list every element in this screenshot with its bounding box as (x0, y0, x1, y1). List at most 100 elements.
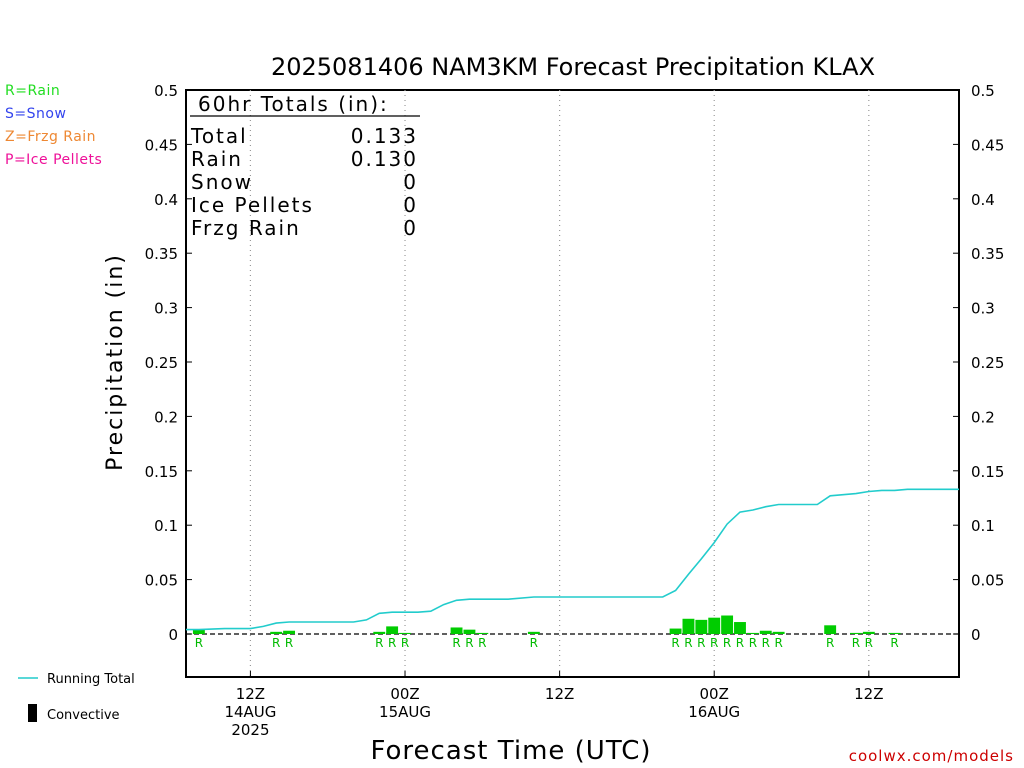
plot-frame (185, 89, 960, 678)
precip-type-label: R (530, 636, 538, 650)
precip-bar (708, 617, 721, 634)
precip-type-label: R (401, 636, 409, 650)
precip-bar (192, 629, 205, 634)
vertical-grid (249, 90, 870, 677)
precip-bar (463, 629, 476, 634)
totals-row-label: Snow (191, 170, 253, 194)
totals-row-label: Frzg Rain (191, 216, 301, 240)
precip-type-label: R (671, 636, 679, 650)
y-axis-right: 0 0.05 0.1 0.15 0.2 0.25 0.3 0.35 0.4 0.45 0.5 (953, 82, 1004, 644)
y-tick-label-right: 0.05 (971, 572, 1004, 590)
precip-bar (734, 622, 746, 634)
precip-type-label: R (285, 636, 293, 650)
y-tick-label-left: 0.35 (145, 245, 178, 263)
precip-type-label: R (749, 636, 757, 650)
precip-bar (669, 628, 682, 634)
precip-type-label: R (890, 636, 898, 650)
x-tick-label: 16AUG (688, 703, 740, 721)
y-tick-label-left: 0.3 (154, 300, 178, 318)
x-tick-label: 00Z (700, 685, 729, 703)
y-tick-label-left: 0.1 (154, 517, 178, 535)
y-tick-label-left: 0.05 (145, 572, 178, 590)
y-tick-label-left: 0.45 (145, 136, 178, 154)
totals-row-value: 0 (403, 193, 418, 217)
precip-type-label: R (272, 636, 280, 650)
precip-type-label: R (852, 636, 860, 650)
y-tick-label-right: 0.25 (971, 354, 1004, 372)
precip-type-label: R (774, 636, 782, 650)
x-tick-label: 14AUG (224, 703, 276, 721)
y-tick-label-right: 0.15 (971, 463, 1004, 481)
precip-bar (695, 619, 708, 634)
totals-row-label: Ice Pellets (191, 193, 314, 217)
precip-type-label: R (736, 636, 744, 650)
precip-bar (682, 618, 695, 634)
precip-bar (373, 631, 386, 634)
y-tick-label-right: 0.5 (971, 82, 995, 100)
type-legend-item: Z=Frzg Rain (5, 129, 96, 145)
precip-type-label: R (826, 636, 834, 650)
y-tick-label-left: 0.5 (154, 82, 178, 100)
precip-bar (888, 632, 901, 634)
y-tick-label-right: 0.4 (971, 191, 995, 209)
precip-bar (476, 632, 489, 634)
y-axis-label: Precipitation (in) (103, 253, 128, 471)
precip-type-label: R (723, 636, 731, 650)
y-tick-label-left: 0.15 (145, 463, 178, 481)
precip-type-label: R (762, 636, 770, 650)
type-legend-item: P=Ice Pellets (5, 152, 102, 168)
totals-box: 60hr Totals (in): Total 0.133 Rain 0.130 Sno… (190, 92, 420, 240)
series-legend: Running Total Convective (18, 672, 135, 723)
precip-type-label: R (452, 636, 460, 650)
precip-type-label: R (465, 636, 473, 650)
precip-bar (824, 625, 837, 634)
precip-bars (192, 615, 901, 634)
type-legend: R=Rain S=Snow Z=Frzg Rain P=Ice Pellets (5, 83, 102, 168)
precip-type-label: R (388, 636, 396, 650)
precip-bar (270, 631, 283, 634)
precip-type-label: R (710, 636, 718, 650)
x-tick-label: 15AUG (379, 703, 431, 721)
y-tick-label-left: 0.4 (154, 191, 178, 209)
precip-type-label: R (697, 636, 705, 650)
x-tick-label: 2025 (231, 721, 269, 739)
convective-legend-swatch (28, 704, 37, 722)
precip-type-label: R (478, 636, 486, 650)
y-tick-label-right: 0.3 (971, 300, 995, 318)
precip-bar (721, 615, 734, 634)
x-tick-label: 12Z (545, 685, 574, 703)
y-tick-label-right: 0.1 (971, 517, 995, 535)
precip-type-label: R (375, 636, 383, 650)
y-tick-label-left: 0 (168, 626, 178, 644)
precip-bar (283, 630, 296, 634)
precip-bar (862, 631, 875, 634)
precip-bar (399, 632, 411, 634)
y-tick-label-left: 0.25 (145, 354, 178, 372)
y-tick-label-right: 0.35 (971, 245, 1004, 263)
y-tick-label-right: 0.45 (971, 136, 1004, 154)
totals-heading: 60hr Totals (in): (198, 92, 389, 116)
totals-row-value: 0 (403, 216, 418, 240)
credit-text: coolwx.com/models (849, 747, 1014, 765)
y-axis-left: 0 0.05 0.1 0.15 0.2 0.25 0.3 0.35 0.4 0.45 0.5 (145, 82, 192, 644)
precip-type-label: R (865, 636, 873, 650)
precip-bar (759, 630, 772, 634)
precip-bar (772, 631, 785, 634)
precip-type-label: R (195, 636, 203, 650)
precip-type-label: R (684, 636, 692, 650)
totals-row-value: 0.130 (351, 147, 418, 171)
x-tick-label: 00Z (390, 685, 419, 703)
y-tick-label-left: 0.2 (154, 408, 178, 426)
convective-legend-label: Convective (47, 708, 120, 723)
y-tick-label-right: 0 (971, 626, 981, 644)
running-total-legend-label: Running Total (47, 672, 135, 687)
totals-row-value: 0 (403, 170, 418, 194)
type-legend-item: R=Rain (5, 83, 60, 99)
precip-bar (849, 632, 862, 634)
precip-bar (527, 631, 540, 634)
running-total-line (186, 488, 959, 631)
x-axis-label: Forecast Time (UTC) (370, 736, 651, 766)
